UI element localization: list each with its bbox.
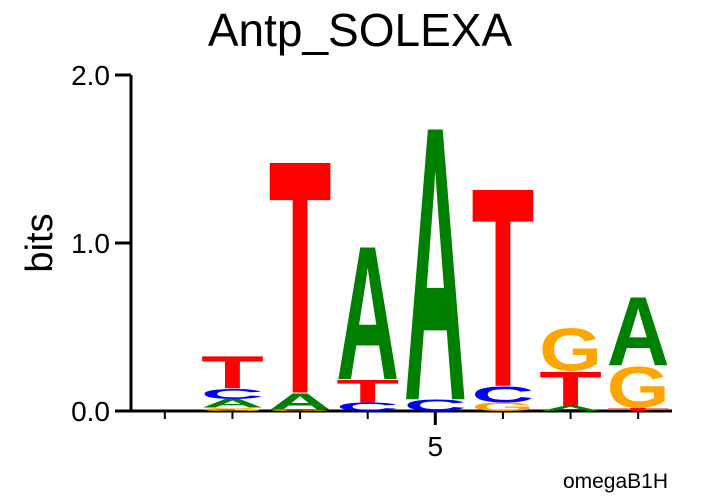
logo-letter: C: [201, 386, 264, 403]
logo-letter: G: [539, 316, 602, 384]
logo-letter: A: [607, 277, 670, 387]
logo-letter: A: [336, 207, 399, 420]
y-tick-label: 1.0: [71, 228, 110, 259]
logo-letter: T: [269, 92, 332, 465]
annotation: omegaB1H: [563, 470, 668, 493]
x-tick-label: 5: [428, 431, 444, 462]
chart-title: Antp_SOLEXA: [208, 4, 513, 56]
y-tick-label: 0.0: [71, 396, 110, 427]
logo-letter: C: [336, 401, 399, 414]
logo-letter: T: [471, 130, 534, 448]
logo-letter: T: [607, 407, 670, 412]
y-axis-label: bits: [19, 213, 61, 272]
logo-letter: G: [607, 356, 670, 421]
logo-letter: A: [201, 397, 264, 410]
logo-letter: G: [201, 407, 264, 412]
logo-letter: G: [269, 409, 332, 412]
y-tick-label: 2.0: [71, 60, 110, 91]
logo-letter: C: [404, 396, 467, 414]
logo-letter: T: [336, 373, 399, 409]
logo-letter: A: [539, 405, 602, 413]
logo-letter: G: [471, 401, 534, 414]
logo-letter: T: [539, 362, 602, 417]
logo-letter: A: [404, 44, 467, 483]
logo-letter: A: [269, 388, 332, 414]
logo-letter: C: [471, 382, 534, 408]
logo-letter: T: [201, 346, 264, 399]
